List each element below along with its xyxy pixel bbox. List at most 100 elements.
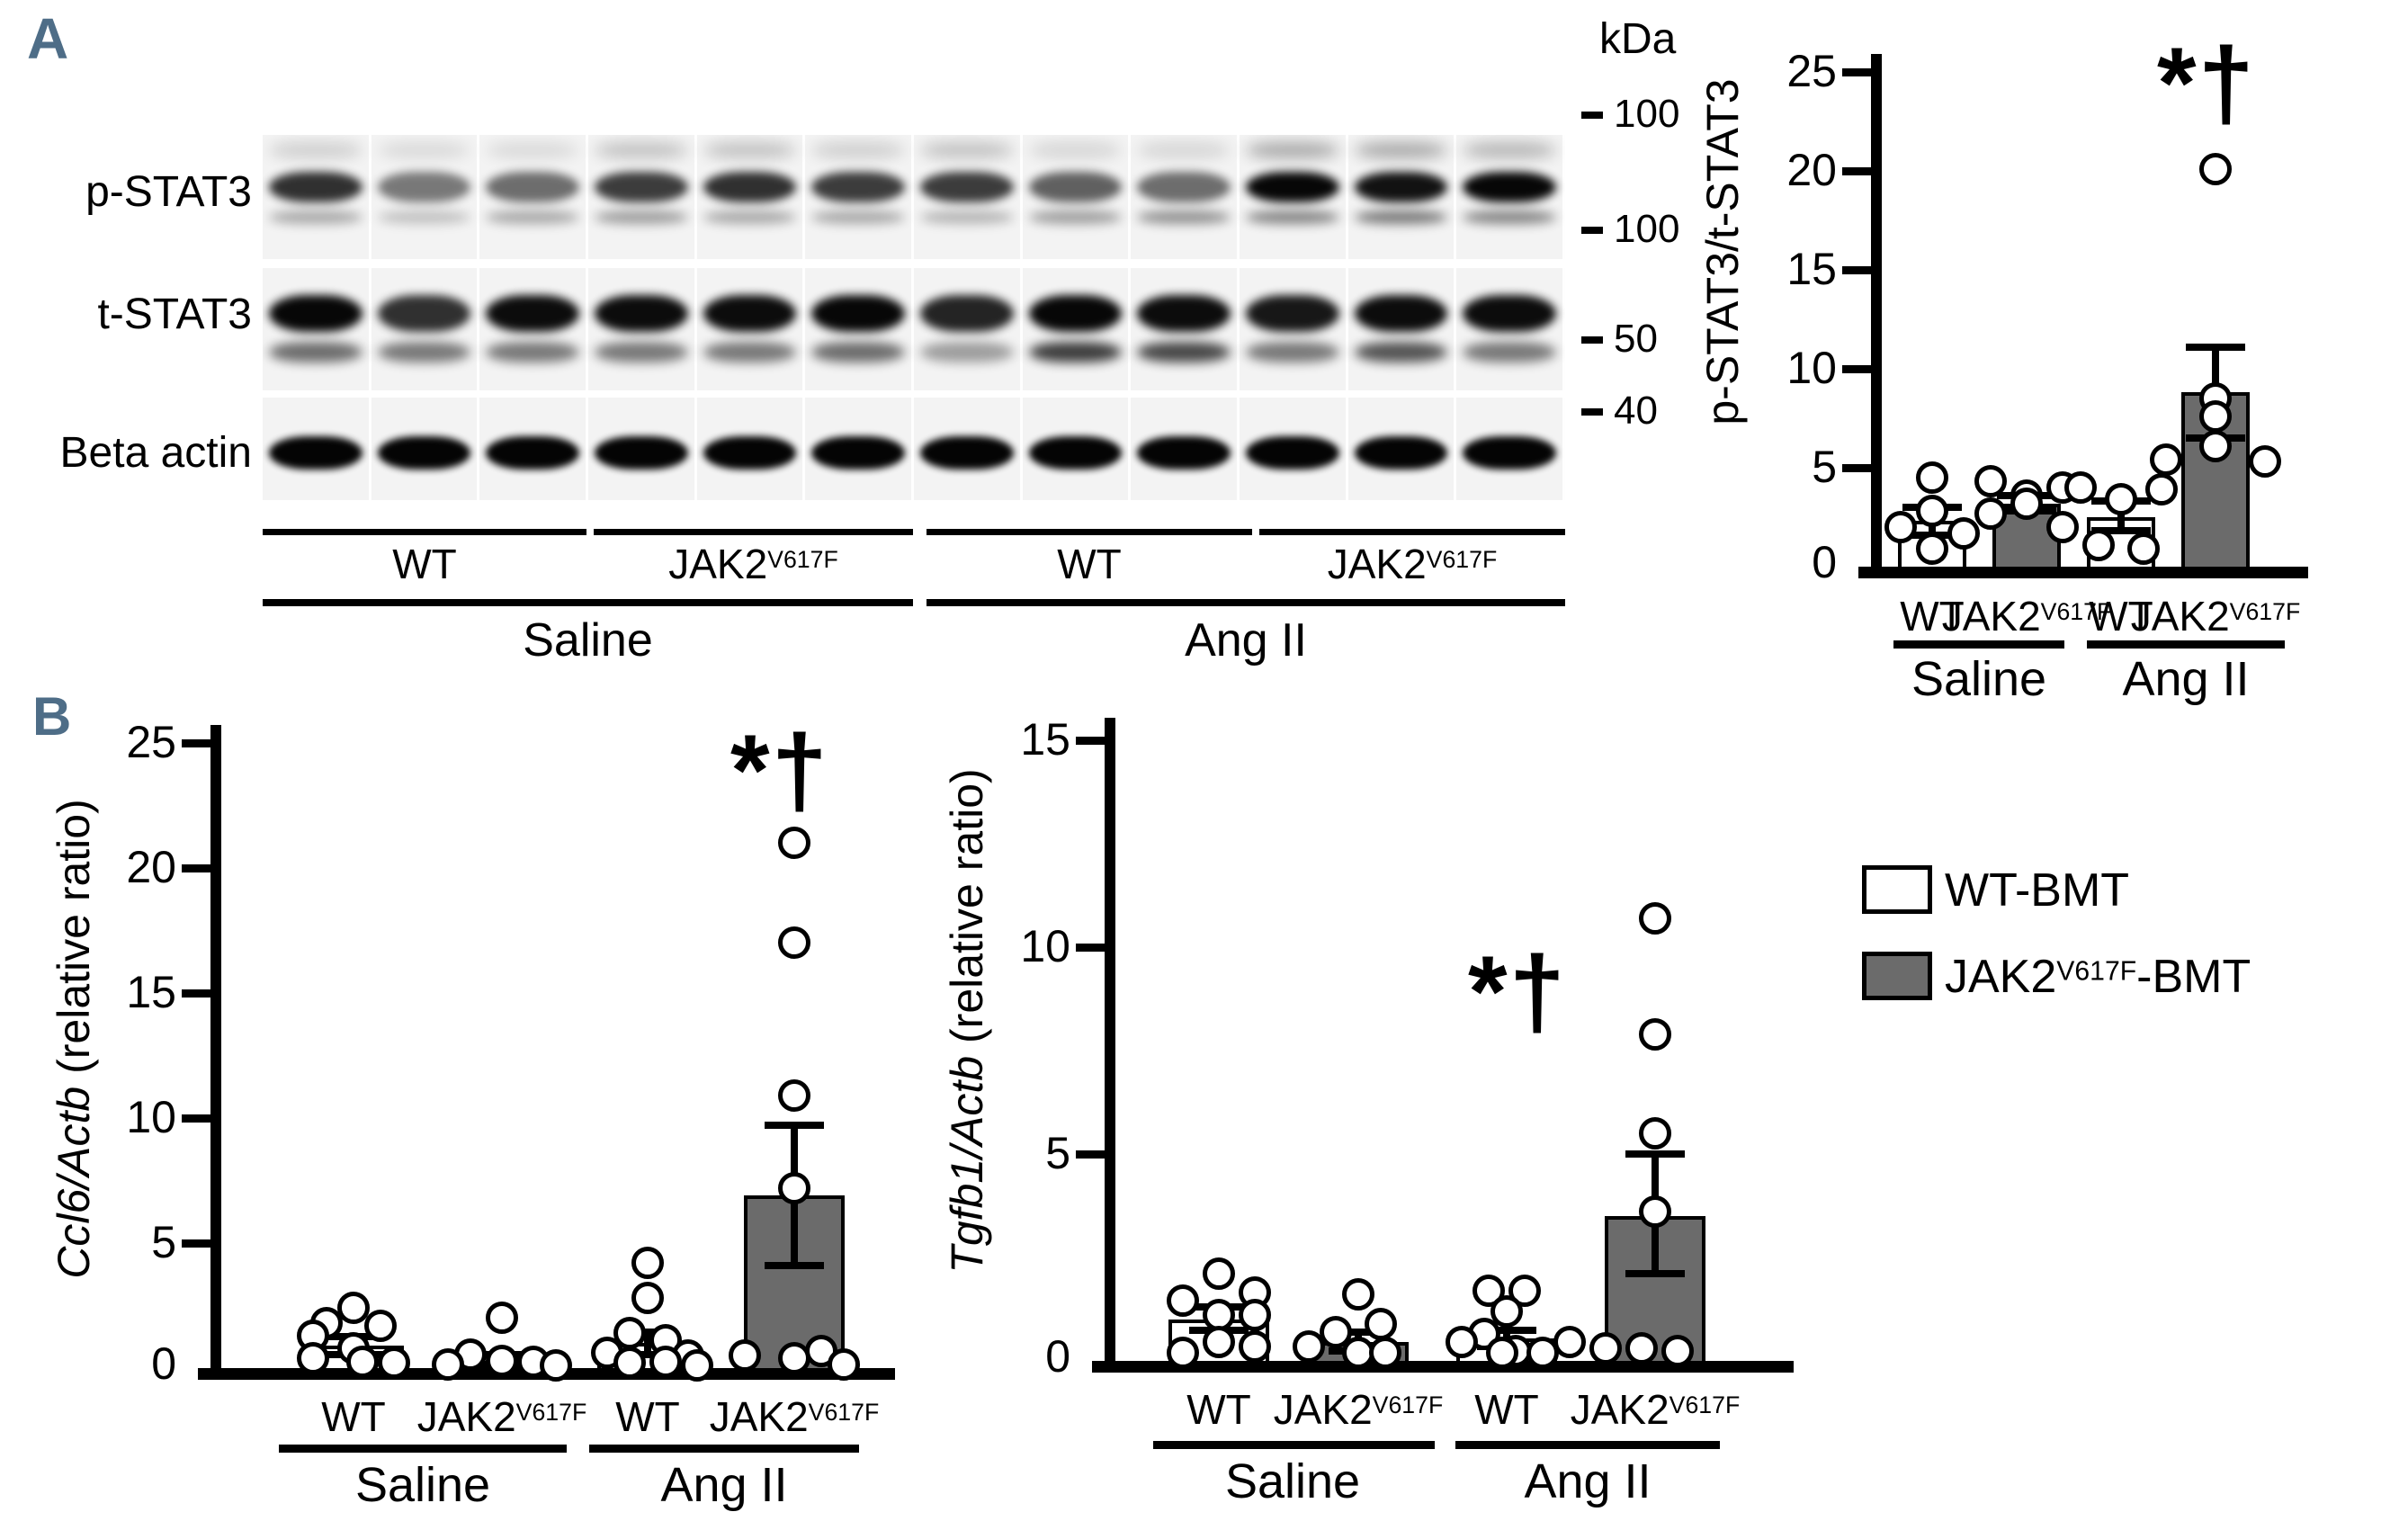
blot-band: [269, 341, 363, 362]
data-point: [631, 1282, 664, 1315]
data-point: [1974, 497, 2007, 530]
data-point: [2064, 471, 2097, 504]
data-point: [432, 1347, 464, 1381]
data-point: [540, 1349, 572, 1382]
blot-band: [486, 172, 579, 202]
data-point: [613, 1347, 646, 1380]
data-point: [828, 1347, 860, 1381]
blot-band: [920, 210, 1014, 225]
data-point: [1239, 1329, 1271, 1363]
blot-band: [1354, 294, 1448, 332]
error-bar-cap-bottom: [2091, 527, 2151, 535]
x-category-label: JAK2V617F: [1570, 1386, 1741, 1433]
group-underline: [279, 1445, 567, 1453]
kda-marker-dash: [1581, 336, 1603, 344]
blot-lane: [697, 268, 806, 390]
blot-band: [269, 294, 363, 332]
blot-condition-label: Saline: [523, 614, 653, 667]
blot-band: [920, 341, 1014, 362]
data-point: [2046, 511, 2079, 543]
legend-swatch: [1862, 952, 1932, 1000]
blot-band: [1354, 341, 1448, 362]
blot-band: [703, 294, 797, 332]
blot-lane: [588, 268, 697, 390]
blot-band: [1137, 436, 1231, 470]
data-point: [1167, 1284, 1199, 1318]
blot-band: [1246, 210, 1339, 225]
data-point: [1639, 1117, 1671, 1150]
y-tick-label: 15: [126, 967, 176, 1017]
data-point: [1974, 465, 2007, 498]
blot-group-overline: [926, 529, 1252, 535]
blot-band: [1028, 172, 1123, 202]
group-label: Ang II: [2122, 652, 2250, 706]
blot-band: [486, 436, 579, 470]
blot-band: [269, 172, 363, 202]
data-point: [1884, 511, 1917, 543]
blot-band: [1246, 172, 1339, 202]
y-axis-tick: [1076, 944, 1105, 952]
blot-condition-underline: [263, 599, 913, 606]
blot-band: [1137, 172, 1231, 202]
data-point: [778, 827, 810, 860]
blot-row-label: t-STAT3: [97, 291, 252, 338]
data-point: [297, 1341, 329, 1374]
data-point: [1365, 1307, 1397, 1340]
blot-genotype-label: WT: [392, 541, 457, 587]
group-label: Saline: [1224, 1454, 1361, 1508]
y-axis-tick: [1842, 68, 1871, 76]
blot-band: [1463, 142, 1556, 159]
data-point: [2145, 473, 2178, 506]
blot-lane: [914, 268, 1023, 390]
western-blot-strip: [263, 398, 1565, 500]
error-bar-cap-top: [1625, 1150, 1685, 1158]
data-point: [631, 1247, 664, 1280]
y-axis-tick: [1842, 167, 1871, 175]
data-point: [1239, 1299, 1271, 1332]
group-underline: [1153, 1441, 1435, 1449]
kda-marker-value: 100: [1614, 92, 1680, 136]
y-tick-label: 10: [1786, 343, 1837, 393]
blot-band: [595, 210, 688, 225]
blot-band: [920, 172, 1014, 202]
blot-band: [1463, 294, 1556, 332]
blot-band: [269, 436, 363, 470]
blot-lane: [805, 398, 915, 500]
blot-band: [1463, 436, 1556, 470]
data-point: [1553, 1326, 1586, 1359]
blot-lane: [263, 135, 371, 259]
blot-band: [920, 142, 1014, 159]
error-bar-cap-top: [618, 1328, 677, 1336]
x-category-label: JAK2V617F: [1941, 593, 2112, 640]
error-bar-cap-top: [1477, 1326, 1536, 1334]
y-axis-tick: [182, 739, 210, 747]
blot-band: [1028, 294, 1123, 332]
x-category-label: WT: [321, 1393, 386, 1440]
data-point: [778, 1171, 810, 1204]
blot-band: [377, 172, 471, 202]
panel-a-label: A: [27, 6, 69, 71]
x-category-label: JAK2V617F: [2130, 593, 2301, 640]
y-tick-label: 5: [151, 1217, 176, 1267]
kda-marker-value: 40: [1614, 389, 1658, 433]
y-tick-label: 15: [1786, 244, 1837, 294]
kda-marker-value: 50: [1614, 317, 1658, 361]
blot-lane: [263, 398, 371, 500]
blot-lane: [914, 135, 1023, 259]
blot-lane: [1348, 398, 1457, 500]
blot-lane: [1348, 135, 1457, 259]
blot-band: [595, 436, 688, 470]
blot-band: [595, 341, 688, 362]
blot-lane: [1456, 398, 1565, 500]
y-axis-tick: [182, 989, 210, 998]
blot-genotype-label: JAK2V617F: [668, 541, 838, 587]
blot-band: [703, 210, 797, 225]
blot-band: [377, 294, 471, 332]
blot-band: [595, 172, 688, 202]
blot-band: [595, 294, 688, 332]
data-point: [1508, 1274, 1541, 1307]
blot-lane: [1456, 135, 1565, 259]
y-axis-line: [1871, 54, 1882, 577]
error-bar-cap-top: [1329, 1328, 1388, 1336]
data-point: [1916, 495, 1948, 528]
